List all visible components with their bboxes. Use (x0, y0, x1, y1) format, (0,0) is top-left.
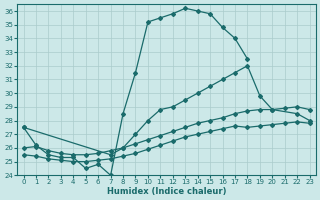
X-axis label: Humidex (Indice chaleur): Humidex (Indice chaleur) (107, 187, 226, 196)
